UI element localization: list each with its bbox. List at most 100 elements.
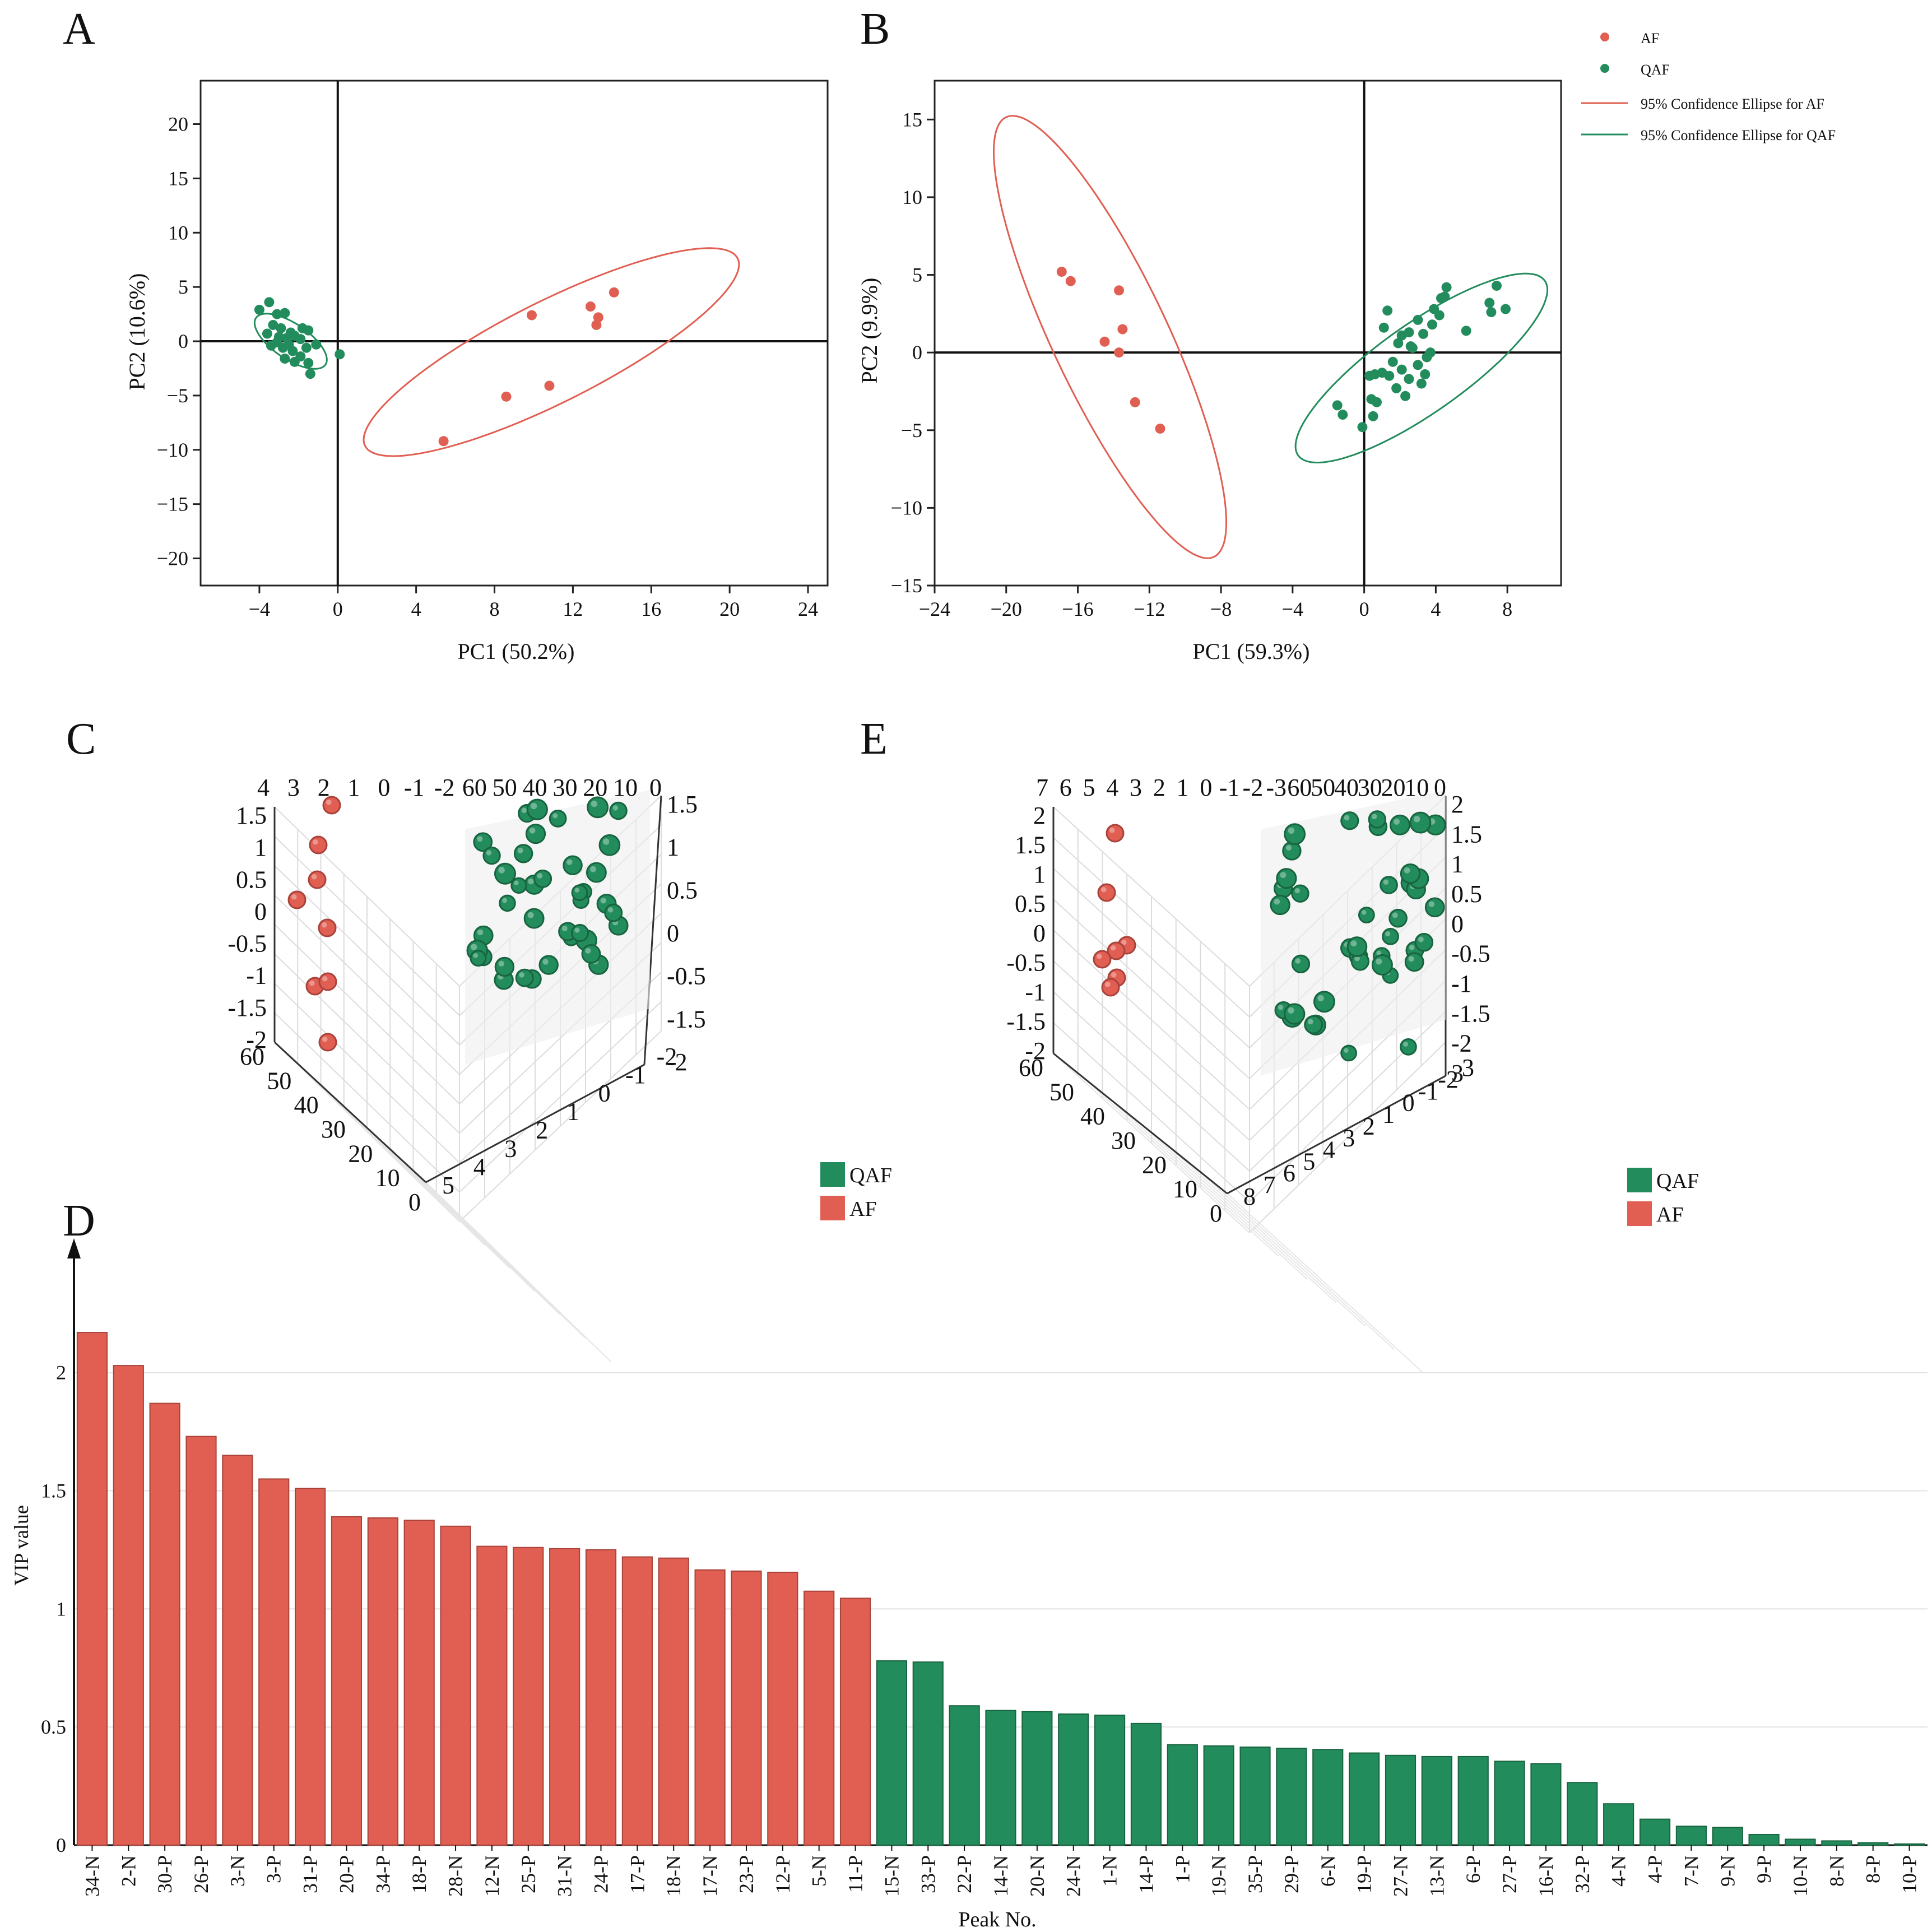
bar-qaf <box>1603 1803 1634 1846</box>
x-tick-label: 1-N <box>1099 1855 1121 1887</box>
z-tick-label: -1 <box>1025 978 1046 1006</box>
legend-e: QAF AF <box>1627 1168 1699 1227</box>
bar-af <box>513 1546 544 1846</box>
point-qaf <box>1413 360 1423 370</box>
back-tick-label: 1 <box>348 774 360 801</box>
x-tick-label: 20-P <box>335 1855 357 1893</box>
sphere-qaf-highlight <box>1295 958 1301 964</box>
sphere-af <box>318 918 337 937</box>
bottom-left-tick-label: 30 <box>321 1116 346 1143</box>
bar-qaf <box>1712 1827 1743 1846</box>
z-tick-label: 0 <box>254 898 267 925</box>
bottom-right-tick-label: -2 <box>1438 1066 1459 1093</box>
x-tick-label: 19-P <box>1353 1855 1376 1893</box>
point-qaf <box>1404 327 1414 338</box>
x-tick-label: 33-P <box>917 1855 939 1893</box>
sphere-qaf <box>526 798 548 820</box>
confidence-ellipse-af <box>992 115 1228 559</box>
sphere-qaf-highlight <box>590 866 596 872</box>
x-tick-label: 20 <box>719 598 740 620</box>
bottom-right-tick-label: -1 <box>625 1061 646 1089</box>
bar-qaf <box>1094 1715 1126 1846</box>
right-tick-label: -0.5 <box>1451 940 1490 968</box>
legend-top: AF QAF 95% Confidence Ellipse for AF 95%… <box>1581 30 1836 143</box>
x-tick-label: 14-P <box>1135 1855 1157 1893</box>
back-tick-label: 60 <box>462 774 487 801</box>
x-tick-label: 25-P <box>517 1855 540 1893</box>
back-tick-label: 30 <box>552 774 577 801</box>
z-tick-label: 1.5 <box>236 802 267 829</box>
sphere-qaf-highlight <box>542 959 549 965</box>
legend-c-qaf-label: QAF <box>849 1164 892 1187</box>
sphere-af <box>309 835 328 854</box>
bottom-left-tick-label: 50 <box>267 1067 291 1094</box>
sphere-qaf-highlight <box>1317 995 1324 1002</box>
point-af <box>1155 423 1165 434</box>
back-tick-label: 3 <box>1130 774 1142 801</box>
y-axis-arrow <box>67 1238 81 1258</box>
x-tick-label: 6-P <box>1462 1855 1484 1883</box>
bottom-left-tick-label: 60 <box>1019 1054 1043 1081</box>
bar-af <box>621 1556 653 1846</box>
point-qaf <box>280 308 290 318</box>
bar-qaf <box>1567 1782 1598 1846</box>
bottom-left-tick-label: 60 <box>240 1043 264 1070</box>
legend-c-af-label: AF <box>849 1197 877 1221</box>
point-qaf <box>305 369 315 379</box>
x-tick-label: 34-P <box>371 1855 394 1893</box>
sphere-qaf-highlight <box>1385 931 1391 936</box>
bottom-right-tick-label: 3 <box>1343 1124 1355 1151</box>
z-tick-label: -2 <box>1025 1037 1046 1065</box>
point-qaf <box>1378 322 1389 333</box>
point-qaf <box>1461 326 1471 336</box>
bottom-right-tick-label: -1 <box>1418 1078 1439 1105</box>
x-tick-label: 35-P <box>1244 1855 1266 1893</box>
sphere-qaf <box>1400 1038 1417 1056</box>
sphere-qaf <box>1291 884 1309 903</box>
right-tick-label: -2 <box>1451 1030 1472 1057</box>
floor-grid-e <box>1168 1146 1366 1327</box>
point-qaf <box>1368 411 1378 421</box>
sphere-qaf-highlight <box>1376 950 1382 956</box>
bar-qaf <box>1857 1842 1889 1846</box>
sphere-qaf <box>515 968 534 987</box>
point-qaf <box>1396 364 1407 375</box>
sphere-qaf-highlight <box>566 859 573 865</box>
point-af <box>1130 397 1140 407</box>
bottom-right-tick-label: 2 <box>1363 1113 1375 1140</box>
point-qaf <box>303 325 314 336</box>
point-af <box>593 312 603 323</box>
sphere-af <box>318 972 337 991</box>
x-tick-label: −16 <box>1062 598 1093 620</box>
sphere-qaf <box>1276 868 1297 889</box>
bottom-left-tick-label: 40 <box>1080 1103 1105 1130</box>
sphere-qaf-highlight <box>527 912 534 918</box>
sphere-af-highlight <box>1110 945 1116 951</box>
sphere-qaf-highlight <box>1383 879 1389 885</box>
sphere-af-highlight <box>1104 981 1111 987</box>
bar-qaf <box>1021 1711 1053 1846</box>
sphere-qaf-highlight <box>574 927 580 933</box>
sphere-qaf <box>1270 894 1290 916</box>
x-tick-label: 9-N <box>1716 1855 1739 1887</box>
point-af <box>544 380 555 391</box>
bottom-right-tick-label: 0 <box>598 1080 611 1107</box>
sphere-af-highlight <box>326 799 332 805</box>
point-qaf <box>1492 280 1502 291</box>
point-qaf <box>1413 314 1423 325</box>
y-tick-label: 10 <box>168 221 188 244</box>
vip-x-axis-label: Peak No. <box>958 1908 1036 1931</box>
bottom-left-tick-label: 40 <box>294 1092 319 1119</box>
y-tick-label: 1 <box>56 1597 66 1620</box>
sphere-qaf-highlight <box>1285 844 1292 851</box>
sphere-af <box>1097 883 1116 902</box>
x-tick-label: −24 <box>919 598 950 620</box>
sphere-qaf-highlight <box>470 944 477 950</box>
sphere-qaf-highlight <box>585 948 591 954</box>
x-tick-label: 9-P <box>1753 1855 1775 1883</box>
x-tick-label: 20-N <box>1026 1855 1048 1897</box>
panel-label-d: D <box>63 1196 95 1246</box>
point-af <box>1056 266 1067 277</box>
sphere-af <box>322 796 341 815</box>
floor-grid-e <box>1227 1193 1424 1373</box>
